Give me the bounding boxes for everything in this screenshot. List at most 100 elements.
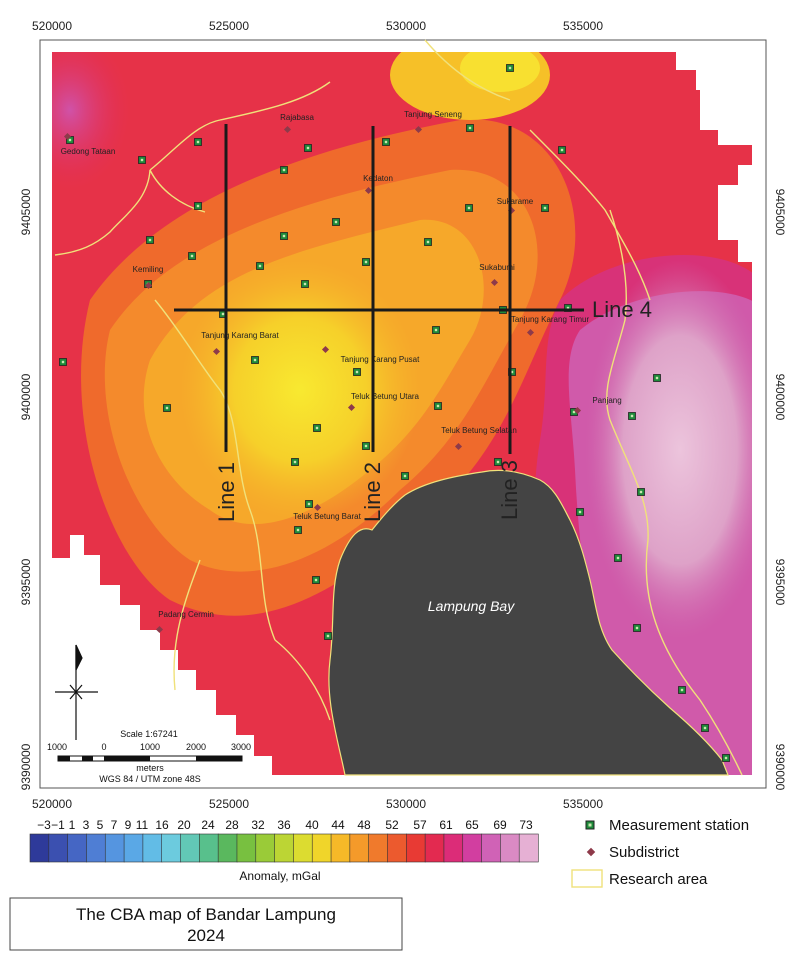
y-tick-right-4: 9390000 [773,744,787,791]
svg-text:Research area: Research area [609,871,708,888]
colorbar-tick-label: 61 [439,818,453,832]
subdistrict-sukabumi: Sukabumi [479,263,515,287]
colorbar-swatch [387,833,407,863]
measurement-station-center [307,502,311,506]
measurement-station-center [635,626,639,630]
legend-subdistrict: Subdistrict [586,844,680,861]
y-tick-left-4: 9390000 [19,743,33,790]
y-tick-right-1: 9405000 [773,189,787,236]
x-tick-top-3: 530000 [386,19,426,33]
y-axis-right: 9405000 9400000 9395000 9390000 [773,189,787,791]
measurement-station-center [384,140,388,144]
measurement-station-center [578,510,582,514]
svg-text:Tanjung Karang Barat: Tanjung Karang Barat [201,331,279,340]
measurement-station-center [165,406,169,410]
colorbar-swatch [274,833,294,863]
scale-tick-3: 1000 [140,742,160,752]
subdistrict-tanjung-seneng: Tanjung Seneng [404,110,462,134]
measurement-station-center [436,404,440,408]
colorbar-tick-label: 24 [201,818,215,832]
colorbar-swatch [123,833,144,863]
subdistrict-panjang: Panjang [573,396,622,415]
measurement-station-center [258,264,262,268]
scale-tick-1: 1000 [47,742,67,752]
colorbar-swatch [443,833,464,863]
colorbar-swatch [405,833,426,863]
x-axis-bottom: 520000 525000 530000 535000 [32,797,603,811]
colorbar-tick-label: 69 [493,818,507,832]
line-3-label: Line 3 [497,460,522,520]
colorbar-tick-label: 16 [155,818,169,832]
measurement-station-center [303,282,307,286]
colorbar-tick-label: 5 [97,818,104,832]
measurement-station-center [467,206,471,210]
svg-text:Tanjung Seneng: Tanjung Seneng [404,110,462,119]
subdistrict-teluk-betung-utara: Teluk Betung Utara [347,392,420,412]
colorbar-title: Anomaly, mGal [239,869,320,883]
svg-text:Padang Cermin: Padang Cermin [158,610,214,619]
measurement-station-center [630,414,634,418]
measurement-station-center [680,688,684,692]
colorbar-swatch [293,833,313,863]
colorbar-swatch [161,833,182,863]
subdistrict-gedong-tataan: Gedong Tataan [61,132,115,156]
measurement-station-center [140,158,144,162]
x-tick-bottom-4: 535000 [563,797,603,811]
measurement-station-center [639,490,643,494]
profile-lines [174,124,584,454]
colorbar-tick-label: 11 [136,818,149,832]
colorbar-swatch [518,833,539,863]
x-tick-bottom-1: 520000 [32,797,72,811]
measurement-station-center [296,528,300,532]
measurement-station-center [282,168,286,172]
y-tick-left-1: 9405000 [19,188,33,235]
colorbar-swatch [368,833,389,863]
colorbar: −3 −1 1 3 5 7 9 11 16 20 24 28 32 36 40 44 48 52 57 61 65 69 7… [29,818,539,883]
svg-text:Sukabumi: Sukabumi [479,263,515,272]
measurement-station-center [572,410,576,414]
colorbar-tick-label: 1 [69,818,76,832]
colorbar-tick-label: 57 [413,818,427,832]
colorbar-swatch [67,833,88,863]
measurement-station-center [196,140,200,144]
colorbar-swatch [142,833,163,863]
subdistrict-teluk-betung-selatan: Teluk Betung Selatan [441,426,517,451]
colorbar-swatch [104,833,125,863]
measurement-station-center [253,358,257,362]
y-tick-left-2: 9400000 [19,373,33,420]
measurement-station-center [403,474,407,478]
scale-text: Scale 1:67241 [120,729,178,739]
colorbar-swatch [236,833,257,863]
subdistrict-tanjung-karang-barat: Tanjung Karang Barat [201,331,279,356]
colorbar-tick-label: 73 [519,818,533,832]
subdistrict-kedaton: Kedaton [363,174,393,195]
colorbar-tick-label: 40 [305,818,319,832]
measurement-station-center [364,444,368,448]
title-box: The CBA map of Bandar Lampung 2024 [9,897,403,951]
line-2-label: Line 2 [360,462,385,522]
colorbar-swatch [481,833,501,863]
colorbar-swatch [500,833,520,863]
colorbar-labels: −3 −1 1 3 5 7 9 11 16 20 24 28 32 36 40 44 48 52 57 61 65 69 7… [37,818,533,832]
measurement-station-center [334,220,338,224]
title-line-1: The CBA map of Bandar Lampung [76,905,336,924]
colorbar-swatch [255,833,276,863]
svg-text:Teluk Betung Selatan: Teluk Betung Selatan [441,426,517,435]
colorbar-tick-label: 36 [277,818,291,832]
bay-label: Lampung Bay [428,598,515,614]
colorbar-tick-label: 20 [177,818,191,832]
colorbar-swatch [462,833,483,863]
measurement-station-center [306,146,310,150]
scale-tick-2: 0 [101,742,106,752]
measurement-station-center [68,138,72,142]
colorbar-tick-label: 44 [331,818,345,832]
x-tick-top-2: 525000 [209,19,249,33]
subdistrict-kemiling: Kemiling [133,265,163,290]
svg-text:Teluk Betung Barat: Teluk Betung Barat [293,512,361,521]
colorbar-tick-label: 65 [465,818,479,832]
colorbar-swatch [330,833,351,863]
line-4-label: Line 4 [592,297,652,322]
measurement-station-center [196,204,200,208]
colorbar-tick-label: 3 [83,818,90,832]
measurement-station-center [510,370,514,374]
